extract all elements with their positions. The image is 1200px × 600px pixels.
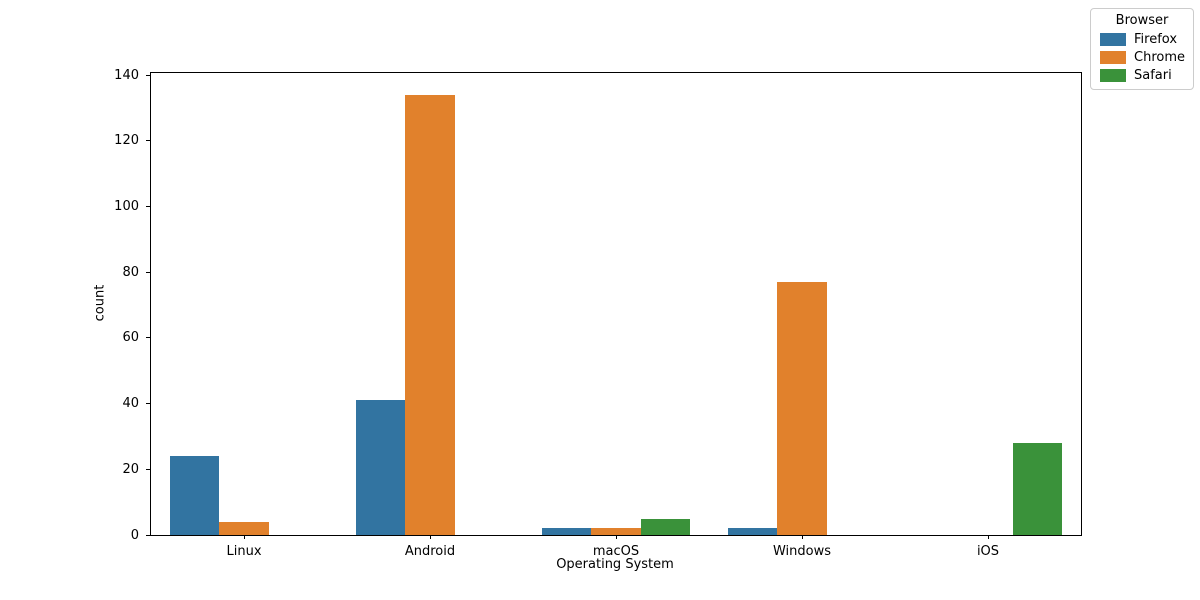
legend-title: Browser — [1115, 13, 1169, 28]
y-tick-mark — [146, 140, 150, 142]
x-tick-label: Windows — [772, 544, 832, 559]
y-tick-mark — [146, 337, 150, 339]
y-tick-mark — [146, 468, 150, 470]
x-tick-label: Android — [404, 544, 456, 559]
x-tick-mark — [429, 535, 431, 539]
bar-chrome-linux — [219, 521, 269, 535]
legend-entry-chrome: Chrome — [1097, 51, 1187, 64]
y-tick-mark — [146, 271, 150, 273]
bar-safari-ios — [1012, 443, 1063, 535]
legend-swatch-safari — [1100, 69, 1126, 82]
bar-chrome-macos — [591, 528, 641, 535]
legend-rows: Firefox Chrome Safari — [1097, 33, 1187, 82]
y-tick-label: 100 — [114, 199, 139, 215]
legend-label: Safari — [1134, 68, 1172, 83]
bar-safari-macos — [640, 518, 691, 535]
legend-label: Chrome — [1134, 50, 1185, 65]
legend-entry-firefox: Firefox — [1097, 33, 1187, 46]
bar-chrome-windows — [777, 282, 827, 535]
legend-swatch-chrome — [1100, 51, 1126, 64]
bar-firefox-android — [355, 400, 406, 535]
x-axis-label: Operating System — [556, 557, 674, 572]
plot-area: 0 20 40 60 80 100 120 140 Linux Android macOS Windo… — [114, 69, 1082, 559]
x-tick-mark — [615, 535, 617, 539]
x-tick-mark — [987, 535, 989, 539]
legend-entry-safari: Safari — [1097, 69, 1187, 82]
y-tick-mark — [146, 74, 150, 76]
bar-firefox-linux — [169, 456, 220, 535]
y-tick-mark — [146, 403, 150, 405]
x-tick-label: iOS — [976, 544, 1000, 559]
bar-chrome-android — [405, 95, 455, 535]
y-tick-mark — [146, 206, 150, 208]
y-tick-label: 60 — [122, 330, 139, 346]
x-tick-label: Linux — [226, 544, 262, 559]
bar-firefox-windows — [727, 528, 778, 535]
legend-swatch-firefox — [1100, 33, 1126, 46]
y-tick-label: 140 — [114, 67, 139, 83]
y-tick-label: 0 — [130, 527, 139, 543]
bar-firefox-macos — [541, 528, 592, 535]
legend-label: Firefox — [1134, 32, 1178, 47]
legend: Browser Firefox Chrome Safari — [1090, 8, 1194, 90]
y-tick-label: 80 — [122, 264, 139, 280]
x-tick-label: macOS — [592, 544, 640, 559]
y-tick-label: 40 — [122, 396, 139, 412]
x-tick-mark — [243, 535, 245, 539]
y-tick-mark — [146, 534, 150, 536]
y-axis-label: count — [92, 284, 108, 322]
y-tick-label: 120 — [114, 133, 139, 149]
y-tick-label: 20 — [122, 461, 139, 477]
x-tick-mark — [801, 535, 803, 539]
